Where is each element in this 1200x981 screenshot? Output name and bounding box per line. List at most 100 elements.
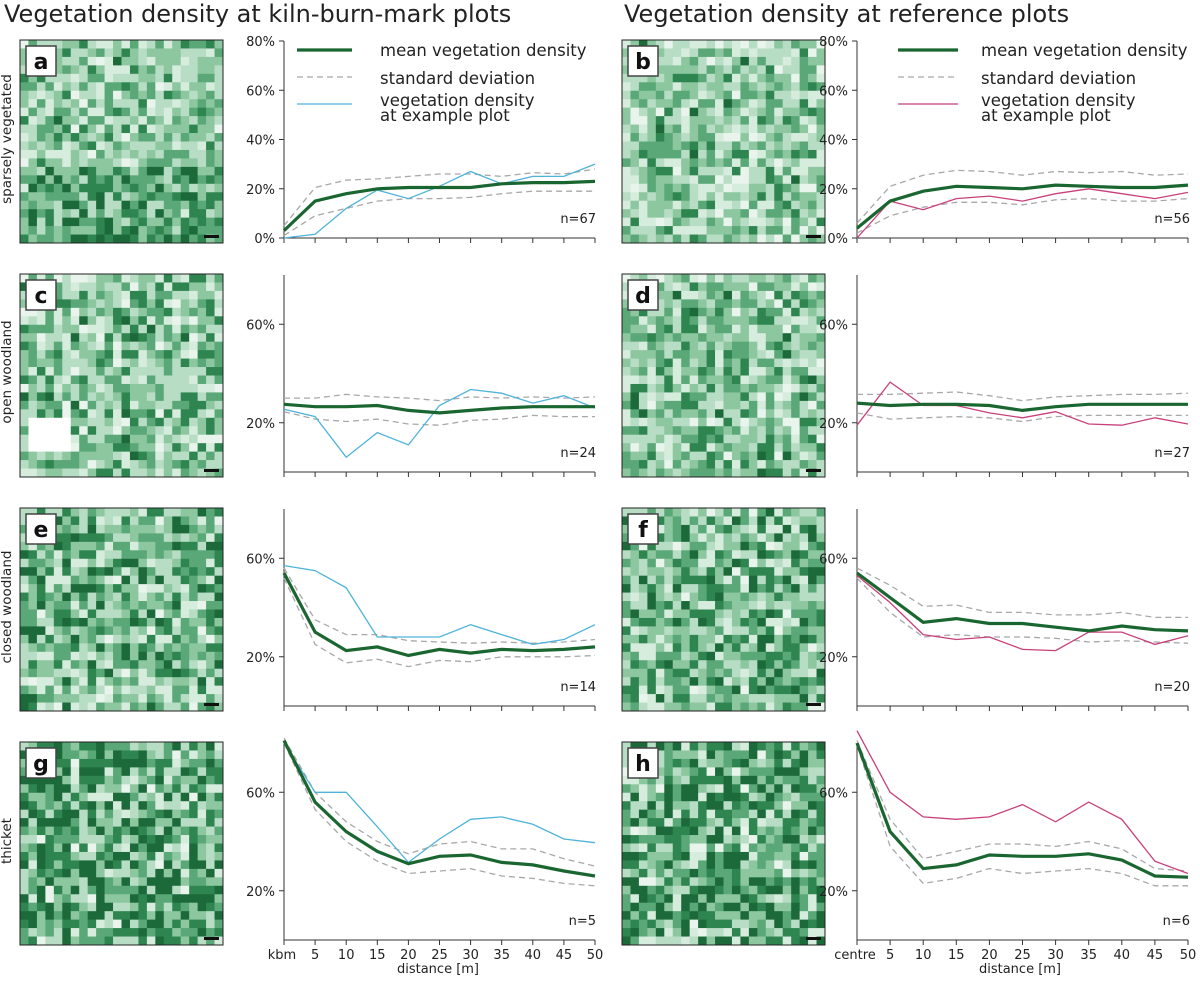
tile <box>622 299 631 309</box>
tile <box>96 73 105 83</box>
tile <box>138 166 148 176</box>
tile <box>689 149 699 159</box>
tile <box>689 668 699 678</box>
tile <box>698 660 707 670</box>
tile <box>113 677 122 687</box>
tile <box>189 668 199 678</box>
tile <box>45 133 55 142</box>
tile <box>214 792 224 802</box>
tile <box>104 375 114 385</box>
tile <box>189 133 199 142</box>
tile <box>163 468 173 478</box>
tile <box>138 919 148 929</box>
tile <box>664 767 674 777</box>
tile <box>206 133 215 142</box>
tile <box>45 383 55 393</box>
tile <box>664 902 674 912</box>
tile <box>638 685 648 695</box>
tile <box>774 516 784 526</box>
tile <box>638 835 648 844</box>
tile <box>155 200 165 210</box>
tile <box>782 175 792 185</box>
tile <box>698 668 707 678</box>
tile <box>129 392 139 402</box>
tile <box>672 767 682 777</box>
tile <box>782 358 792 368</box>
tile <box>782 702 792 712</box>
tile <box>622 107 631 117</box>
tile <box>28 73 38 83</box>
tile <box>62 685 72 695</box>
scale-bar <box>204 937 219 940</box>
tile <box>791 175 801 185</box>
heatmap-tile-plot-d <box>621 273 826 478</box>
panel-letter-text: f <box>638 518 648 543</box>
tile <box>731 826 741 836</box>
tile <box>189 324 199 334</box>
tile <box>672 584 682 593</box>
tile <box>765 601 775 610</box>
tile <box>113 383 122 393</box>
tile <box>655 316 665 326</box>
tile <box>189 919 199 929</box>
tile <box>672 149 682 159</box>
tile <box>698 299 707 309</box>
tile <box>740 592 750 602</box>
tile <box>748 443 758 453</box>
tile <box>53 451 63 461</box>
tile <box>706 550 716 560</box>
tile <box>698 333 707 343</box>
tile <box>782 451 792 461</box>
tile <box>20 200 29 210</box>
tile <box>20 392 29 402</box>
tile <box>53 868 63 878</box>
tile <box>129 133 139 142</box>
tile <box>655 928 665 937</box>
tile <box>96 149 105 159</box>
tile <box>129 685 139 695</box>
tile <box>638 451 648 461</box>
tile <box>138 860 148 870</box>
tile <box>113 200 122 210</box>
tile <box>681 702 691 712</box>
tile <box>816 592 826 602</box>
tile <box>163 826 173 836</box>
tile <box>214 40 224 49</box>
tile <box>113 166 122 176</box>
tile <box>155 274 165 283</box>
tile <box>622 209 631 219</box>
tile <box>799 750 809 760</box>
tile <box>104 417 114 427</box>
tile <box>689 911 699 921</box>
tile <box>698 541 707 551</box>
tile <box>664 584 674 593</box>
tile <box>689 234 699 244</box>
tile <box>20 894 29 904</box>
tile <box>757 694 767 703</box>
tile <box>638 73 648 83</box>
legend-sd-label: standard deviation <box>380 69 536 88</box>
tile <box>740 928 750 937</box>
tile <box>706 843 716 853</box>
panel-letter-text: d <box>635 284 651 309</box>
tile <box>681 508 691 517</box>
tile <box>20 801 29 811</box>
tile <box>87 643 97 653</box>
tile <box>155 99 165 109</box>
tile <box>757 307 767 317</box>
tile <box>808 668 817 678</box>
tile <box>808 274 817 283</box>
tile <box>197 801 207 811</box>
tile <box>104 468 114 478</box>
tile <box>45 550 55 560</box>
tile <box>655 801 665 811</box>
tile <box>808 550 817 560</box>
tile <box>155 567 165 577</box>
tile <box>62 575 72 585</box>
tile <box>723 426 733 436</box>
tile <box>45 558 55 568</box>
tile <box>630 383 640 393</box>
tile <box>731 550 741 560</box>
tile <box>757 324 767 334</box>
tile <box>622 843 631 853</box>
